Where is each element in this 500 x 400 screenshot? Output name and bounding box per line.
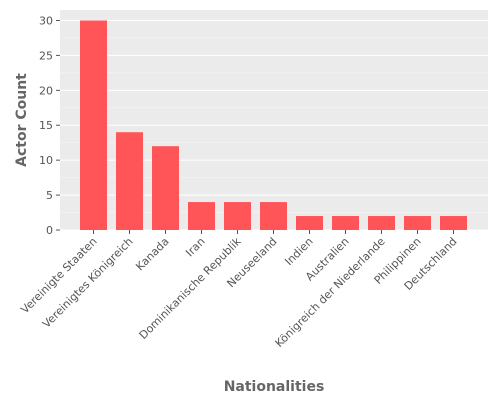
y-tick-label: 0 [46, 224, 53, 237]
x-tick-label: Kanada [133, 235, 171, 273]
x-axis-title: Nationalities [224, 379, 325, 395]
bar [404, 216, 431, 230]
bar [332, 216, 359, 230]
bar [188, 202, 215, 230]
x-tick-label: Indien [282, 235, 315, 268]
bar [368, 216, 395, 230]
y-tick-label: 10 [39, 154, 53, 167]
y-axis-title: Actor Count [14, 73, 30, 167]
y-tick-label: 15 [39, 119, 53, 132]
y-tick-label: 5 [46, 189, 53, 202]
bar [116, 132, 143, 230]
bar [80, 20, 107, 230]
y-tick-label: 20 [39, 84, 53, 97]
x-tick-label: Iran [183, 235, 207, 259]
bars [80, 20, 467, 230]
y-axis-ticks: 0 5 10 15 20 25 30 [39, 14, 60, 237]
bar [296, 216, 323, 230]
y-tick-label: 30 [39, 14, 53, 27]
bar [260, 202, 287, 230]
bar [224, 202, 251, 230]
y-tick-label: 25 [39, 49, 53, 62]
bar [152, 146, 179, 230]
bar [440, 216, 467, 230]
